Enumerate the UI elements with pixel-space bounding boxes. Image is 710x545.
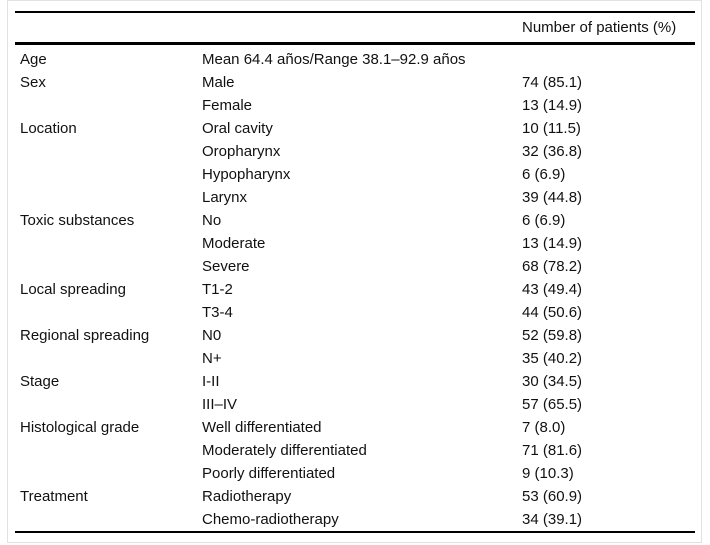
label-cell: Severe: [202, 257, 250, 275]
value-cell: 44 (50.6): [522, 303, 583, 321]
value-cell: 13 (14.9): [522, 234, 583, 252]
value-cell: 71 (81.6): [522, 441, 583, 459]
header-value-cell: Number of patients (%): [522, 12, 695, 45]
category-cell: Location: [20, 119, 77, 137]
label-cell: No: [202, 211, 222, 229]
table-row: Histological grade Well differentiated 7…: [15, 416, 695, 439]
value-cell: 32 (36.8): [522, 142, 583, 160]
table-row: Treatment Radiotherapy 53 (60.9): [15, 485, 695, 508]
category-cell: [15, 393, 202, 416]
category-cell: [15, 140, 202, 163]
label-cell: III–IV: [202, 395, 238, 413]
table-row: Chemo-radiotherapy 34 (39.1): [15, 508, 695, 532]
label-cell: Oropharynx: [202, 142, 281, 160]
label-cell: T1-2: [202, 280, 233, 298]
value-cell: 9 (10.3): [522, 464, 574, 482]
label-cell: Moderately differentiated: [202, 441, 367, 459]
label-cell: Poorly differentiated: [202, 464, 336, 482]
table-row: Stage I-II 30 (34.5): [15, 370, 695, 393]
table-row: Female 13 (14.9): [15, 94, 695, 117]
table-row: Location Oral cavity 10 (11.5): [15, 117, 695, 140]
category-cell: Stage: [20, 372, 60, 390]
category-cell: Toxic substances: [20, 211, 135, 229]
value-cell: 57 (65.5): [522, 395, 583, 413]
value-cell: 52 (59.8): [522, 326, 583, 344]
label-cell: Moderate: [202, 234, 266, 252]
category-cell: [15, 347, 202, 370]
header-category-cell: [15, 12, 202, 45]
header-row: Number of patients (%): [15, 12, 695, 45]
table-row: N+ 35 (40.2): [15, 347, 695, 370]
category-cell: Treatment: [20, 487, 88, 505]
category-cell: [15, 439, 202, 462]
category-cell: [15, 255, 202, 278]
table-row: Sex Male 74 (85.1): [15, 71, 695, 94]
table-row: Poorly differentiated 9 (10.3): [15, 462, 695, 485]
category-cell: Age: [20, 50, 47, 68]
label-cell: Larynx: [202, 188, 248, 206]
table-row: Moderately differentiated 71 (81.6): [15, 439, 695, 462]
category-cell: [15, 94, 202, 117]
table-row: III–IV 57 (65.5): [15, 393, 695, 416]
label-cell: Male: [202, 73, 235, 91]
value-cell: 34 (39.1): [522, 510, 583, 528]
category-cell: Local spreading: [20, 280, 126, 298]
value-cell: 74 (85.1): [522, 73, 583, 91]
value-cell: 53 (60.9): [522, 487, 583, 505]
label-cell: Chemo-radiotherapy: [202, 510, 339, 528]
value-cell: 68 (78.2): [522, 257, 583, 275]
label-cell: Oral cavity: [202, 119, 273, 137]
table-row: Regional spreading N0 52 (59.8): [15, 324, 695, 347]
value-cell: 10 (11.5): [522, 119, 581, 137]
table-row: Moderate 13 (14.9): [15, 232, 695, 255]
label-cell: N+: [202, 349, 222, 367]
table-header: Number of patients (%): [15, 12, 695, 45]
table-row: T3-4 44 (50.6): [15, 301, 695, 324]
table-body: Age Mean 64.4 años/Range 38.1–92.9 años …: [15, 43, 695, 532]
label-cell: T3-4: [202, 303, 233, 321]
category-cell: [15, 232, 202, 255]
value-cell: 13 (14.9): [522, 96, 583, 114]
patient-characteristics-table: Number of patients (%) Age Mean 64.4 año…: [15, 11, 695, 533]
category-cell: [15, 301, 202, 324]
label-cell: Well differentiated: [202, 418, 322, 436]
value-cell: [522, 43, 695, 71]
category-cell: [15, 462, 202, 485]
value-cell: 30 (34.5): [522, 372, 583, 390]
category-cell: Sex: [20, 73, 46, 91]
table-row: Severe 68 (78.2): [15, 255, 695, 278]
header-label-cell: [202, 12, 522, 45]
table-row: Local spreading T1-2 43 (49.4): [15, 278, 695, 301]
category-cell: Regional spreading: [20, 326, 150, 344]
table-row: Toxic substances No 6 (6.9): [15, 209, 695, 232]
table-row: Age Mean 64.4 años/Range 38.1–92.9 años: [15, 43, 695, 71]
category-cell: Histological grade: [20, 418, 140, 436]
label-cell: Female: [202, 96, 253, 114]
value-cell: 43 (49.4): [522, 280, 583, 298]
data-table: Number of patients (%) Age Mean 64.4 año…: [15, 11, 695, 533]
label-cell: Mean 64.4 años/Range 38.1–92.9 años: [202, 50, 466, 68]
category-cell: [15, 508, 202, 532]
value-cell: 7 (8.0): [522, 418, 566, 436]
value-cell: 6 (6.9): [522, 211, 566, 229]
category-cell: [15, 186, 202, 209]
table-row: Oropharynx 32 (36.8): [15, 140, 695, 163]
label-cell: N0: [202, 326, 222, 344]
label-cell: I-II: [202, 372, 220, 390]
label-cell: Radiotherapy: [202, 487, 292, 505]
value-cell: 6 (6.9): [522, 165, 566, 183]
label-cell: Hypopharynx: [202, 165, 291, 183]
value-cell: 35 (40.2): [522, 349, 583, 367]
category-cell: [15, 163, 202, 186]
table-row: Larynx 39 (44.8): [15, 186, 695, 209]
value-cell: 39 (44.8): [522, 188, 583, 206]
table-row: Hypopharynx 6 (6.9): [15, 163, 695, 186]
